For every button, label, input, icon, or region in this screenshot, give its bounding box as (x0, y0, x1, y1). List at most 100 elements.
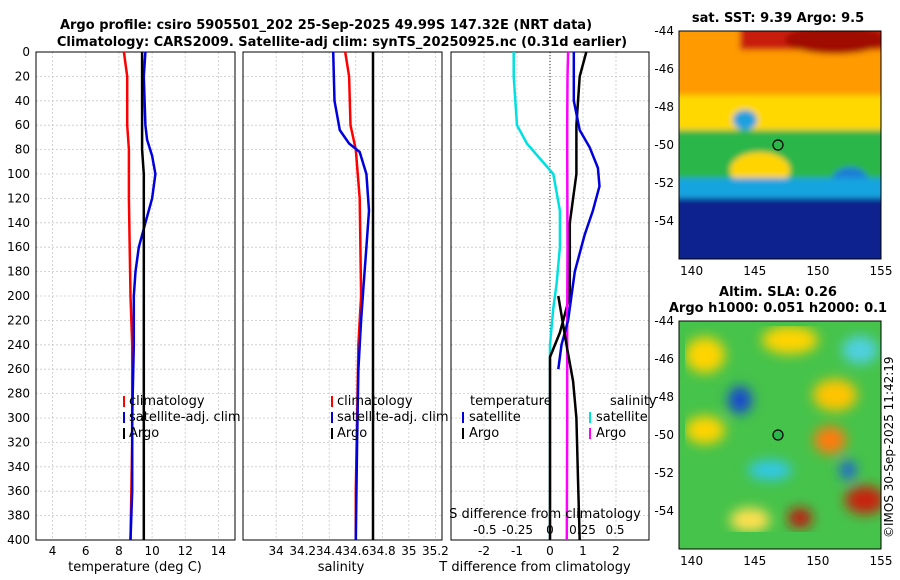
depth-tick-label: 60 (15, 118, 30, 132)
sla-yellow-5 (730, 508, 770, 532)
x-tick-label: 34.4 (316, 544, 343, 558)
s-diff-tick-label: -0.5 (473, 523, 496, 537)
sla-red-1 (788, 508, 812, 528)
s-diff-tick-label: -0.25 (502, 523, 533, 537)
lon-tick-label: 150 (806, 264, 829, 278)
x-tick-label: 6 (82, 544, 90, 558)
depth-tick-label: 240 (7, 338, 30, 352)
salinity-tick-labels: 34 34.2 34.4 34.6 34.8 35 35.2 (269, 544, 449, 558)
legend-climatology-2: climatology (337, 394, 413, 409)
x-tick-label: -1 (511, 544, 523, 558)
sla-orange-1 (814, 426, 846, 454)
legend-argo: Argo (129, 426, 159, 441)
legend-t-argo: Argo (469, 426, 499, 441)
x-tick-label: 0 (546, 544, 554, 558)
lon-tick-label: 145 (743, 554, 766, 568)
sla-blue-eddy (728, 386, 752, 414)
sst-band-deep (679, 198, 881, 259)
depth-tick-label: 220 (7, 313, 30, 327)
series-line-argo (140, 52, 146, 540)
lon-tick-label: 140 (680, 554, 703, 568)
series-line-satellite-adj-clim (129, 51, 157, 541)
sla-yellow-3 (813, 379, 857, 411)
legend-t-satellite: satellite (469, 410, 521, 425)
sst-heatmap (679, 31, 881, 259)
temperature-xlabel: temperature (deg C) (68, 560, 202, 575)
legend-s-satellite: satellite (596, 410, 648, 425)
legend-salinity-header: salinity (610, 394, 657, 409)
s-diff-tick-label: 0.5 (605, 523, 624, 537)
sla-map-panel: Altim. SLA: 0.26 Argo h1000: 0.051 h2000… (654, 285, 892, 568)
depth-tick-label: 360 (7, 484, 30, 498)
salinity-xlabel: salinity (318, 560, 365, 575)
x-tick-label: 35 (401, 544, 416, 558)
temperature-lines (122, 51, 157, 541)
lat-tick-label: -48 (654, 100, 674, 114)
salinity-panel: 34 34.2 34.4 34.6 34.8 35 35.2 salinity climat… (242, 51, 449, 575)
x-tick-label: 10 (144, 544, 159, 558)
series-line-s-argo (557, 52, 601, 370)
difference-legend: temperature salinity satellite Argo sate… (462, 394, 657, 441)
sla-yellow-1 (685, 337, 725, 373)
legend-argo-2: Argo (337, 426, 367, 441)
depth-tick-labels: 0 20 40 60 80 100 120 140 160 180 200 220 240 260 280 3… (7, 45, 30, 547)
lon-tick-label: 150 (806, 554, 829, 568)
x-tick-label: 2 (612, 544, 620, 558)
depth-tick-label: 140 (7, 216, 30, 230)
lat-tick-label: -50 (654, 138, 674, 152)
sla-cyan-2 (842, 336, 878, 364)
depth-tick-label: 340 (7, 460, 30, 474)
x-tick-label: 4 (49, 544, 57, 558)
x-tick-label: 34.2 (289, 544, 316, 558)
depth-tick-label: 180 (7, 265, 30, 279)
salinity-axes-frame (242, 51, 443, 541)
x-tick-label: 12 (178, 544, 193, 558)
series-line-s-satellite (565, 51, 570, 541)
lat-tick-label: -54 (654, 214, 674, 228)
depth-tick-label: 300 (7, 411, 30, 425)
t-difference-xlabel: T difference from climatology (438, 560, 631, 575)
lon-tick-label: 145 (743, 264, 766, 278)
x-tick-label: 35.2 (422, 544, 449, 558)
x-tick-label: 34.6 (342, 544, 369, 558)
lon-tick-label: 155 (870, 264, 893, 278)
sst-map-title: sat. SST: 9.39 Argo: 9.5 (692, 11, 864, 26)
depth-tick-label: 320 (7, 435, 30, 449)
series-line-argo-diff (557, 295, 581, 541)
sla-red-2 (845, 486, 881, 514)
sla-field (685, 326, 881, 532)
depth-tick-label: 80 (15, 143, 30, 157)
lat-tick-label: -54 (654, 504, 674, 518)
legend-temperature-header: temperature (470, 394, 552, 409)
s-diff-tick-label: 0.25 (569, 523, 596, 537)
depth-tick-label: 20 (15, 69, 30, 83)
x-tick-label: 8 (115, 544, 123, 558)
sla-lat-tick-labels: -44 -46 -48 -50 -52 -54 (654, 314, 674, 518)
salinity-legend: climatology satellite-adj. clim Argo (331, 394, 449, 441)
lat-tick-label: -48 (654, 390, 674, 404)
series-line-t-argo (548, 51, 588, 540)
series-line-satellite-adj-clim (331, 51, 371, 541)
x-tick-label: 1 (579, 544, 587, 558)
legend-s-argo: Argo (596, 426, 626, 441)
depth-tick-label: 100 (7, 167, 30, 181)
lat-tick-label: -46 (654, 62, 674, 76)
lat-tick-label: -52 (654, 466, 674, 480)
legend-sat-clim-2: satellite-adj. clim (337, 410, 449, 425)
x-tick-label: 34.8 (369, 544, 396, 558)
x-tick-label: -2 (478, 544, 490, 558)
temperature-axes-frame (35, 51, 236, 541)
lat-tick-label: -46 (654, 352, 674, 366)
depth-tick-label: 160 (7, 240, 30, 254)
sla-yellow-2 (762, 326, 818, 354)
sla-blue-2 (840, 460, 856, 480)
sst-field (679, 31, 881, 259)
depth-tick-label: 260 (7, 362, 30, 376)
title-line-2: Climatology: CARS2009. Satellite-adj cli… (57, 35, 627, 50)
sst-map-panel: sat. SST: 9.39 Argo: 9.5 -44 -46 -48 -50 -52… (654, 11, 892, 278)
sst-lat-tick-labels: -44 -46 -48 -50 -52 -54 (654, 24, 674, 228)
temperature-tick-labels: 4 6 8 10 12 14 (49, 544, 226, 558)
legend-climatology: climatology (129, 394, 205, 409)
sla-lon-tick-labels: 140 145 150 155 (680, 554, 892, 568)
